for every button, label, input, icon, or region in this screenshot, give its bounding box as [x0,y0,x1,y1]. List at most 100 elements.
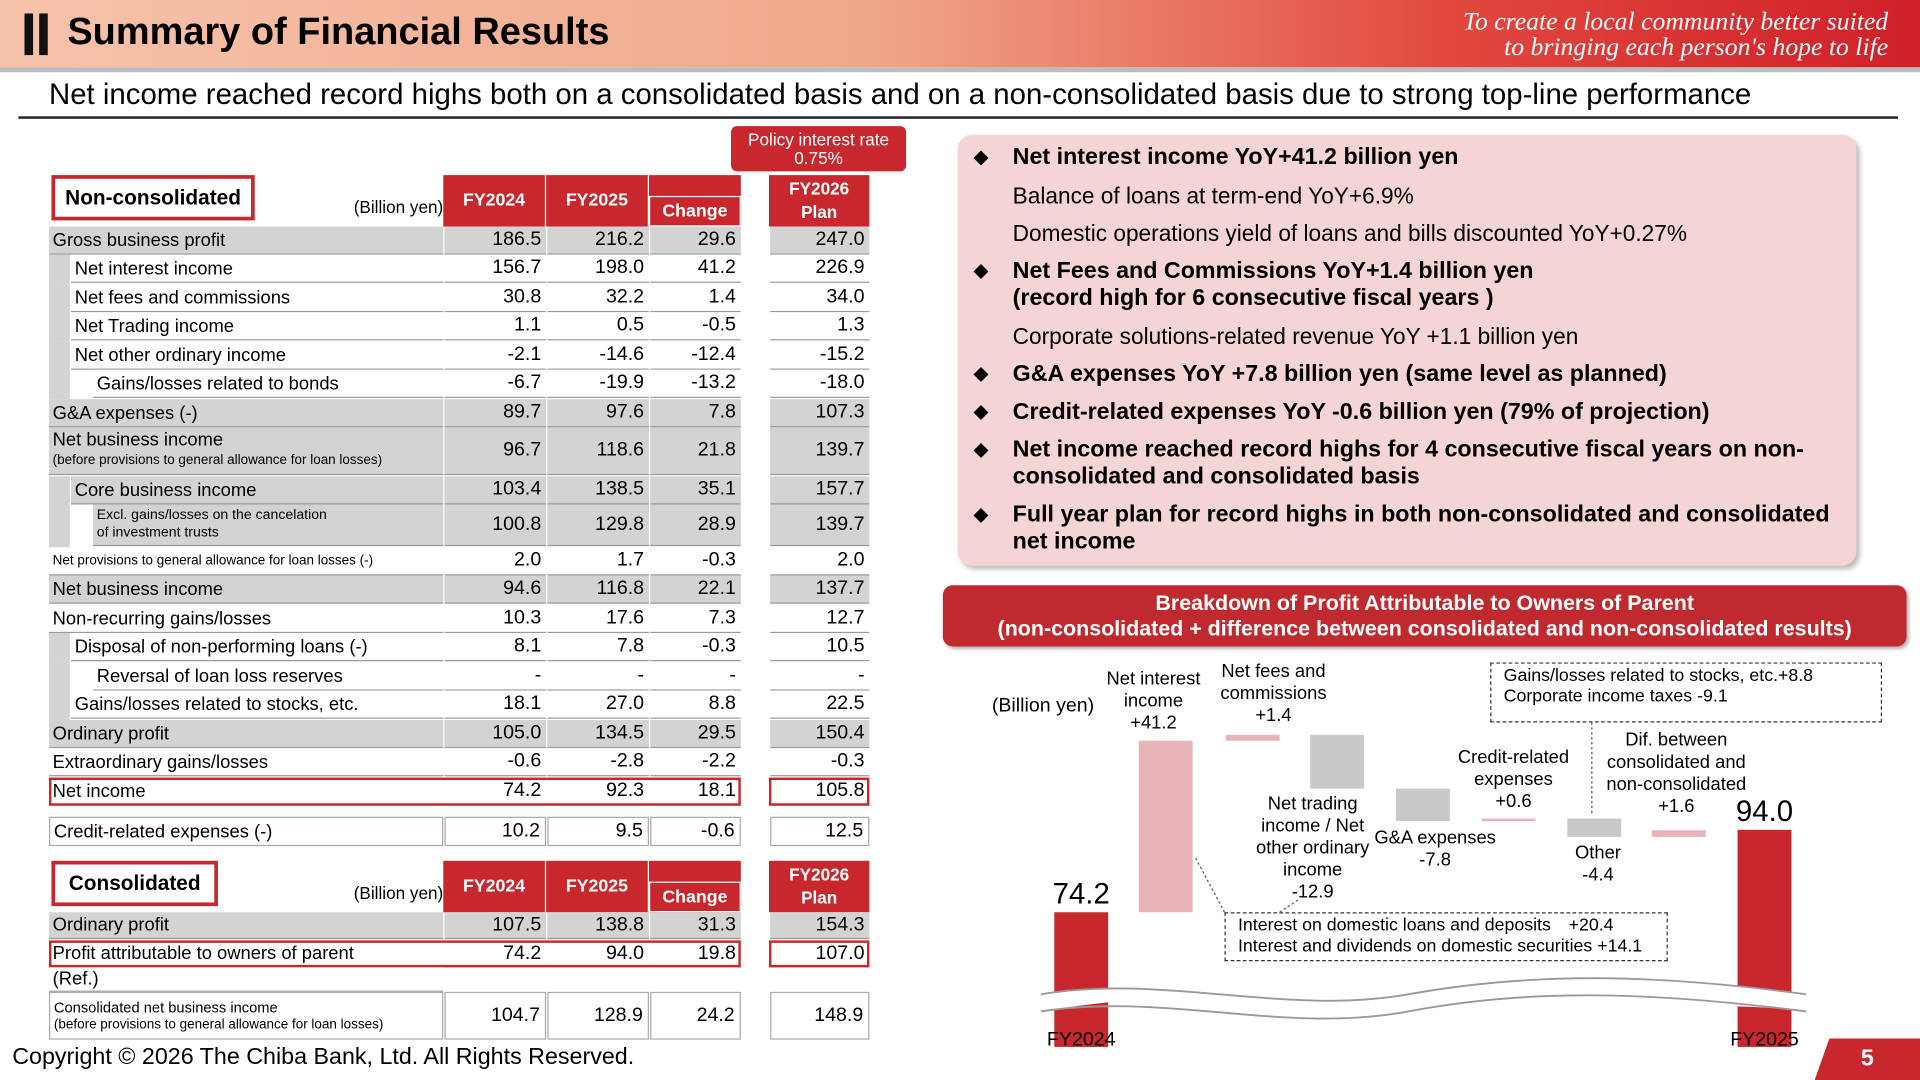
table-cell: 12.5 [770,816,870,847]
row-label-cell: Excl. gains/losses on the cancelation of … [93,504,444,547]
table-cell: 9.5 [547,816,649,847]
unit-label: (Billion yen) [353,882,444,903]
row-label: Credit-related expenses (-) [53,821,273,842]
table-cell: 134.5 [547,720,649,749]
plan-header-text: Plan [801,202,838,222]
table-cell: -13.2 [650,369,741,398]
value-label: -7.8 [1419,849,1451,871]
row-label: Extraordinary gains/losses [52,751,269,773]
indent-strip [48,254,70,285]
table-cell: 10.5 [770,633,870,662]
chart-title: Breakdown of Profit Attributable to Owne… [1155,590,1694,615]
table-cell: -0.5 [650,312,741,341]
value-label: 74.2 [1053,878,1110,911]
bullet-icon: ◆ [973,401,989,423]
table-cell: 92.3 [547,777,649,806]
row-sublabel: of investment trusts [96,524,219,540]
table-cell: 1.4 [650,284,741,313]
table-cell: 7.3 [650,604,741,634]
table-cell: 32.2 [547,284,649,313]
table-cell: 198.0 [547,254,649,283]
bar [1395,788,1450,822]
highlight-heading: Full year plan for record highs in both … [1012,502,1830,555]
indent-strip [48,504,70,548]
highlight-border [768,940,870,968]
table-cell: -0.3 [650,547,741,576]
highlight-detail: Balance of loans at term-end YoY+6.9% [1012,182,1414,209]
row-label: Disposal of non-performing loans (-) [74,636,368,657]
page-number: 5 [1814,1038,1920,1080]
table-cell: 89.7 [444,399,547,428]
row-label: Excl. gains/losses on the cancelation [96,508,327,523]
category-label: FY2025 [1730,1029,1799,1051]
table-cell: 94.0 [547,940,649,968]
category-label: Net fees and commissions [1220,661,1327,705]
table-cell: -0.3 [770,748,870,777]
tagline: to bringing each person's hope to life [1504,31,1889,62]
table-cell: 129.8 [547,504,649,547]
table-cell: -14.6 [547,341,649,370]
row-label-cell: Reversal of loan loss reserves [93,662,444,691]
table-cell: 2.0 [770,547,870,576]
tagline: To create a local community better suite… [1462,6,1889,36]
axis-break-line [1040,994,1807,1020]
highlight-border [48,777,741,806]
table-cell: -0.6 [444,748,547,777]
row-label-cell: Gains/losses related to stocks, etc. [71,690,444,719]
table-cell: 8.8 [650,690,741,719]
table-cell: 41.2 [650,254,741,283]
row-label-cell: Net fees and commissions [71,284,444,313]
table-cell: 22.5 [770,690,870,719]
header-band [0,0,1920,68]
note-text: Interest on domestic loans and deposits … [1237,915,1614,936]
value-label: -12.9 [1291,881,1334,903]
table-cell: -12.4 [650,341,741,370]
highlight-heading: Net income reached record highs for 4 co… [1012,437,1804,490]
table-cell: 148.9 [770,991,870,1040]
table-cell: 138.5 [547,476,649,505]
table-cell: -0.3 [650,633,741,662]
table-cell: 107.5 [444,912,547,940]
note-box: Gains/losses related to stocks, etc.+8.8… [1490,662,1883,723]
table-cell: -18.0 [770,369,870,398]
table-cell: - [770,662,870,691]
plan-header: FY2026 Plan [768,175,870,227]
value-label: +41.2 [1130,712,1177,734]
row-label-cell: Ordinary profit [48,720,444,749]
plan-header: FY2026 Plan [768,860,870,913]
row-label-cell: Gross business profit [48,226,444,255]
table-cell: 29.5 [650,720,741,749]
highlight-border [48,940,741,968]
table-cell: 186.5 [444,226,547,255]
row-label-cell: Gains/losses related to bonds [93,369,444,398]
table-cell: 7.8 [650,399,741,428]
row-sublabel: (before provisions to general allowance … [53,1016,384,1032]
highlight-detail: Domestic operations yield of loans and b… [1012,220,1688,247]
bullet-icon: ◆ [973,439,989,461]
table-cell: 30.8 [444,284,547,313]
table-cell: 10.3 [444,604,547,634]
plan-header-text: FY2026 [789,864,850,885]
highlight-item: ◆ Credit-related expenses YoY -0.6 billio… [970,399,1844,426]
table-cell: -15.2 [770,341,870,370]
subtitle: Net income reached record highs both on … [48,78,1752,112]
chart-banner: Breakdown of Profit Attributable to Owne… [942,585,1907,647]
highlights-box: ◆ Net interest income YoY+41.2 billion ye… [957,134,1857,566]
indent-strip [48,662,70,692]
chart-subtitle: (non-consolidated + difference between c… [997,615,1852,641]
plan-header-text: FY2026 [789,178,850,199]
table-cell: 2.0 [444,547,547,576]
category-label: Credit-related expenses [1457,746,1570,790]
table-cell: 154.3 [770,912,870,940]
table-cell: 1.3 [770,312,870,341]
bullet-icon: ◆ [973,504,989,526]
step-label: Other -4.4 [1555,842,1641,886]
axis-break-line [1040,977,1807,1002]
header-shadow [0,67,1920,73]
step-label: G&A expenses -7.8 [1362,828,1509,872]
row-label: (Ref.) [52,968,99,990]
copyright: Copyright © 2026 The Chiba Bank, Ltd. Al… [12,1044,635,1071]
row-label: Gains/losses related to bonds [96,372,339,394]
highlight-heading: Net Fees and Commissions YoY+1.4 billion… [1012,258,1534,285]
table-cell: 27.0 [547,690,649,719]
